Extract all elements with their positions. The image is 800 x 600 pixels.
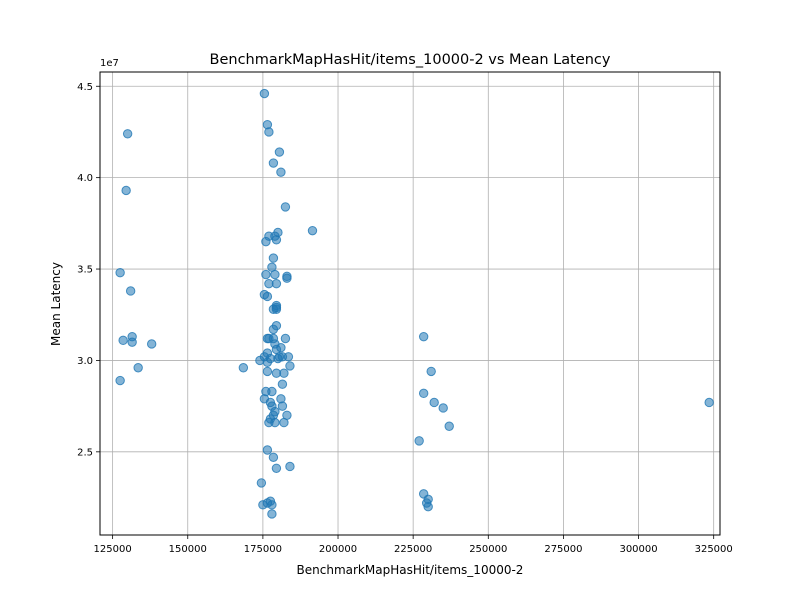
scatter-point: [268, 324, 279, 335]
x-axis: 125000 150000 175000 200000 225000 250000 2750…: [94, 535, 733, 555]
y-tick-label: 2.5: [77, 447, 93, 458]
y-tick-label: 4.5: [77, 82, 93, 93]
scatter-point: [273, 353, 283, 364]
scatter-point: [277, 379, 288, 389]
x-tick-label: 200000: [319, 544, 357, 555]
scatter-point: [418, 388, 429, 399]
scatter-point: [414, 436, 424, 446]
scatter-point: [274, 147, 285, 157]
scatter-point: [280, 202, 291, 212]
scatter-point: [279, 417, 289, 428]
scatter-point: [121, 185, 131, 196]
scatter-point: [271, 235, 282, 245]
scatter-point: [125, 286, 136, 296]
scatter-point: [444, 421, 454, 431]
scatter-point: [423, 501, 433, 512]
scatter-point: [122, 129, 133, 139]
scatter-point: [264, 127, 274, 137]
y-tick-label: 4.0: [77, 173, 93, 184]
scatter-point: [238, 363, 249, 373]
scatter-point: [256, 478, 267, 488]
scatter-point: [115, 268, 125, 278]
scatter-point: [259, 88, 270, 99]
scatter-point: [267, 509, 277, 519]
x-tick-label: 325000: [695, 544, 733, 555]
x-axis-title: BenchmarkMapHasHit/items_10000-2: [297, 563, 524, 577]
scatter-point: [271, 463, 282, 473]
scatter-point: [262, 366, 273, 377]
scatter-point: [270, 417, 280, 428]
x-tick-label: 150000: [169, 544, 207, 555]
scatter-point: [276, 342, 286, 353]
data-points: [115, 88, 714, 519]
plot-area: [100, 72, 720, 535]
scatter-point: [268, 158, 279, 168]
scatter-point: [146, 339, 157, 349]
scatter-point: [270, 269, 280, 280]
x-tick-label: 250000: [469, 544, 507, 555]
scatter-point: [282, 273, 292, 283]
plot-frame: [99, 71, 721, 536]
scatter-point: [115, 375, 125, 386]
scatter-point: [426, 366, 436, 377]
scatter-point: [268, 452, 279, 463]
scatter-point: [262, 445, 273, 455]
scatter-point: [276, 167, 286, 177]
scatter-point: [258, 500, 268, 510]
scatter-point: [262, 291, 273, 302]
x-tick-label: 225000: [394, 544, 432, 555]
y-tick-label: 3.5: [77, 265, 93, 276]
scatter-point: [279, 368, 289, 378]
scatter-point: [255, 355, 265, 366]
scatter-point: [307, 225, 318, 236]
scatter-point: [268, 253, 279, 263]
scatter-point: [271, 304, 282, 314]
scatter-point: [118, 335, 128, 346]
scatter-point: [127, 337, 137, 347]
scatter-point: [429, 397, 439, 408]
y-axis: 2.5 3.0 3.5 4.0 4.5: [77, 82, 100, 458]
x-tick-label: 125000: [94, 544, 132, 555]
scatter-point: [283, 352, 294, 362]
scatter-point: [267, 386, 277, 397]
scatter-point: [267, 500, 277, 510]
scatter-point: [418, 331, 429, 342]
x-tick-label: 275000: [544, 544, 582, 555]
scatter-point: [280, 333, 291, 344]
y-tick-label: 3.0: [77, 356, 93, 367]
chart-title: BenchmarkMapHasHit/items_10000-2 vs Mean…: [210, 52, 611, 68]
scatter-point: [261, 269, 271, 280]
scatter-point: [277, 401, 288, 411]
scatter-point: [271, 278, 282, 289]
scatter-point: [133, 363, 143, 373]
scatter-point: [261, 236, 271, 247]
y-offset-label: 1e7: [100, 58, 119, 69]
scatter-point: [285, 361, 295, 371]
scatter-point: [438, 403, 448, 413]
x-tick-label: 175000: [244, 544, 282, 555]
grid-lines: [100, 72, 720, 535]
scatter-point: [704, 397, 714, 408]
scatter-point: [285, 461, 295, 472]
scatter-point: [262, 357, 273, 367]
x-tick-label: 300000: [619, 544, 657, 555]
y-axis-title: Mean Latency: [49, 262, 63, 346]
